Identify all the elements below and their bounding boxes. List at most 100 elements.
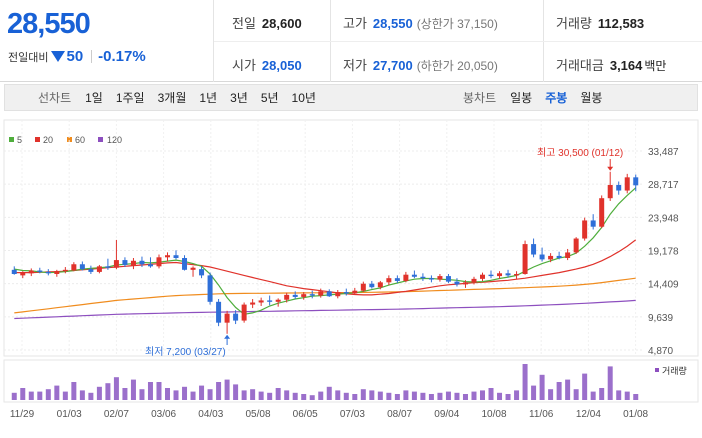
volume-bar <box>275 388 281 400</box>
candle-body <box>216 301 222 323</box>
y-tick-label: 14,409 <box>648 280 679 291</box>
low-price: 저가 27,700 (하한가 20,050) <box>343 55 498 74</box>
candle-body <box>403 274 409 281</box>
legend-ma60: 60 <box>75 135 85 145</box>
candle-body <box>165 255 170 258</box>
candle-body <box>582 220 588 239</box>
volume-bar <box>565 379 571 400</box>
volume-bar <box>113 377 119 400</box>
volume-bar <box>624 391 630 400</box>
x-tick-label: 07/03 <box>340 409 365 420</box>
chart-period-toolbar: 선차트 1일 1주일 3개월 1년 3년 5년 10년 봉차트 일봉 주봉 월봉 <box>4 84 698 111</box>
candle-body <box>548 255 554 260</box>
line-chart-label: 선차트 <box>38 91 72 105</box>
period-1d-button[interactable]: 1일 <box>85 91 103 105</box>
change-percent: -0.17% <box>98 48 146 65</box>
period-5y-button[interactable]: 5년 <box>260 91 279 105</box>
volume-bar <box>454 392 460 400</box>
candle-body <box>360 283 366 291</box>
upper-limit: (상한가 37,150) <box>416 17 498 31</box>
volume-bar <box>505 394 511 400</box>
ma60-line <box>14 277 636 314</box>
volume-bar <box>548 389 554 400</box>
x-tick-label: 12/04 <box>576 409 601 420</box>
period-3y-button[interactable]: 3년 <box>230 91 248 105</box>
legend-swatch-ma60 <box>67 137 72 142</box>
lower-limit: (하한가 20,050) <box>416 59 498 73</box>
candle-body <box>531 244 537 255</box>
volume-bar <box>522 364 528 400</box>
legend-swatch-ma120 <box>98 137 103 142</box>
candle-body <box>199 269 205 276</box>
candle-body <box>411 274 417 277</box>
annotations: 최고 30,500 (01/12) 최저 7,200 (03/27) <box>145 147 623 358</box>
x-tick-label: 03/06 <box>151 409 176 420</box>
chart-grid <box>3 119 699 357</box>
volume-bar <box>156 382 162 400</box>
volume-bar <box>599 388 605 400</box>
candle-body <box>113 260 119 268</box>
volume-bar <box>471 391 477 400</box>
period-10y-button[interactable]: 10년 <box>291 91 316 105</box>
volume-bar <box>403 390 409 400</box>
candle-body <box>343 292 349 294</box>
x-tick-label: 01/08 <box>623 409 648 420</box>
candle-body <box>233 313 239 321</box>
low-annotation: 최저 7,200 (03/27) <box>145 346 226 358</box>
x-tick-label: 04/03 <box>198 409 223 420</box>
candle-body <box>224 313 230 323</box>
candle-body <box>599 198 605 227</box>
x-tick-label: 11/29 <box>10 409 35 420</box>
volume-bar <box>122 388 128 400</box>
candle-body <box>88 269 94 272</box>
candle-body <box>173 255 179 258</box>
open-label: 시가 <box>232 58 256 73</box>
volume-bar <box>79 390 85 400</box>
candle-weekly-button[interactable]: 주봉 <box>545 91 568 105</box>
period-1w-button[interactable]: 1주일 <box>115 91 145 105</box>
volume-bar <box>360 389 366 400</box>
candle-body <box>428 278 434 280</box>
volume-legend-swatch <box>655 368 659 372</box>
legend-ma120: 120 <box>107 135 122 145</box>
period-3m-button[interactable]: 3개월 <box>157 91 187 105</box>
candle-body <box>437 276 443 280</box>
candle-body <box>462 282 468 285</box>
volume-frame <box>3 359 699 403</box>
volume-bar <box>130 379 136 400</box>
volume-bar <box>394 394 400 400</box>
candle-body <box>79 264 85 270</box>
current-price: 28,550 <box>7 8 91 40</box>
x-tick-label: 01/03 <box>57 409 82 420</box>
candle-daily-button[interactable]: 일봉 <box>510 91 533 105</box>
volume-bar <box>607 366 613 400</box>
volume-bar <box>105 383 111 400</box>
candle-body <box>565 252 571 258</box>
line-chart-group: 선차트 1일 1주일 3개월 1년 3년 5년 10년 <box>38 85 329 110</box>
prev-close: 전일 28,600 <box>232 13 302 32</box>
divider <box>91 50 93 63</box>
volume-bar <box>386 392 392 400</box>
candle-body <box>54 271 60 274</box>
volume-bar <box>250 389 256 400</box>
volume-bar <box>437 392 443 400</box>
candle-body <box>258 300 264 303</box>
trade-amount: 거래대금 3,164 백만 <box>556 55 666 74</box>
candle-body <box>37 270 43 272</box>
period-1y-button[interactable]: 1년 <box>199 91 218 105</box>
quote-main: 28,550 전일대비 50 -0.17% <box>0 0 214 82</box>
y-tick-label: 28,717 <box>648 180 679 191</box>
candle-monthly-button[interactable]: 월봉 <box>580 91 603 105</box>
volume-bar <box>54 385 60 400</box>
volume-bar <box>369 390 375 400</box>
candle-body <box>318 291 324 296</box>
chart-legend: 5 20 60 120 <box>9 135 122 145</box>
low-value: 27,700 <box>372 58 413 73</box>
volume-bar <box>514 390 520 400</box>
change-label: 전일대비 <box>8 51 49 64</box>
volume-bar <box>301 394 307 400</box>
volume-bar <box>258 391 264 400</box>
candle-body <box>292 294 298 297</box>
y-tick-label: 33,487 <box>648 147 679 158</box>
volume-bar <box>573 389 579 400</box>
